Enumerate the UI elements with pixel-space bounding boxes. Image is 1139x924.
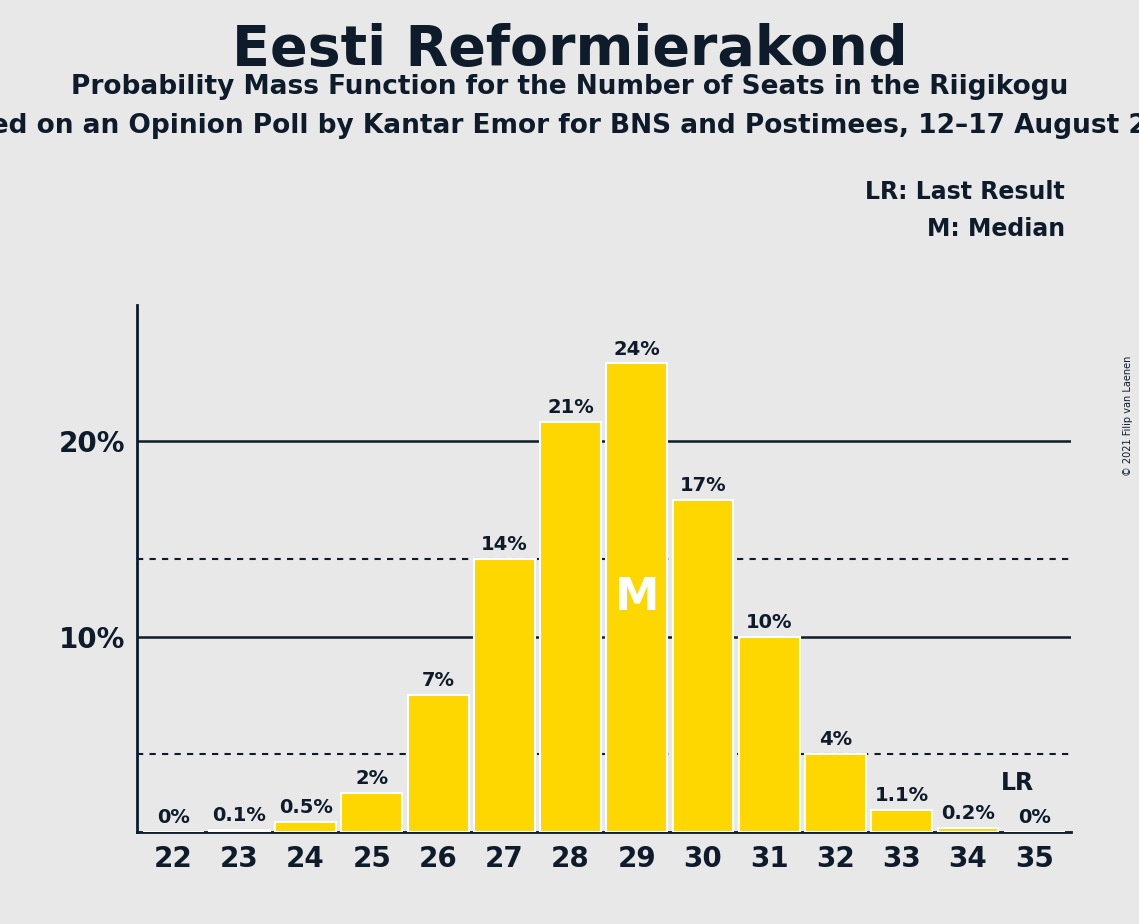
Text: © 2021 Filip van Laenen: © 2021 Filip van Laenen	[1123, 356, 1133, 476]
Bar	[408, 695, 468, 832]
Bar	[474, 558, 535, 832]
Text: LR: LR	[1001, 771, 1034, 795]
Bar	[606, 363, 667, 832]
Text: 0%: 0%	[1018, 808, 1050, 827]
Text: 0.5%: 0.5%	[279, 798, 333, 817]
Bar	[739, 637, 800, 832]
Bar	[342, 793, 402, 832]
Text: M: M	[615, 576, 659, 619]
Text: Based on an Opinion Poll by Kantar Emor for BNS and Postimees, 12–17 August 2021: Based on an Opinion Poll by Kantar Emor …	[0, 113, 1139, 139]
Bar	[937, 828, 999, 832]
Bar	[672, 500, 734, 832]
Text: 4%: 4%	[819, 730, 852, 748]
Text: 1.1%: 1.1%	[875, 786, 928, 805]
Bar	[871, 810, 932, 832]
Bar	[805, 754, 866, 832]
Text: 0%: 0%	[157, 808, 189, 827]
Text: 10%: 10%	[746, 613, 793, 632]
Text: 2%: 2%	[355, 769, 388, 787]
Bar	[208, 830, 270, 832]
Bar	[540, 422, 601, 832]
Text: 17%: 17%	[680, 476, 727, 495]
Text: 24%: 24%	[614, 339, 661, 359]
Bar	[276, 821, 336, 832]
Text: Probability Mass Function for the Number of Seats in the Riigikogu: Probability Mass Function for the Number…	[71, 74, 1068, 100]
Text: 21%: 21%	[547, 398, 593, 417]
Text: 0.1%: 0.1%	[212, 806, 267, 825]
Text: 0.2%: 0.2%	[941, 804, 995, 822]
Text: 7%: 7%	[421, 671, 454, 690]
Text: LR: Last Result: LR: Last Result	[866, 180, 1065, 204]
Text: M: Median: M: Median	[927, 217, 1065, 241]
Text: 14%: 14%	[481, 535, 527, 553]
Text: Eesti Reformierakond: Eesti Reformierakond	[231, 23, 908, 77]
